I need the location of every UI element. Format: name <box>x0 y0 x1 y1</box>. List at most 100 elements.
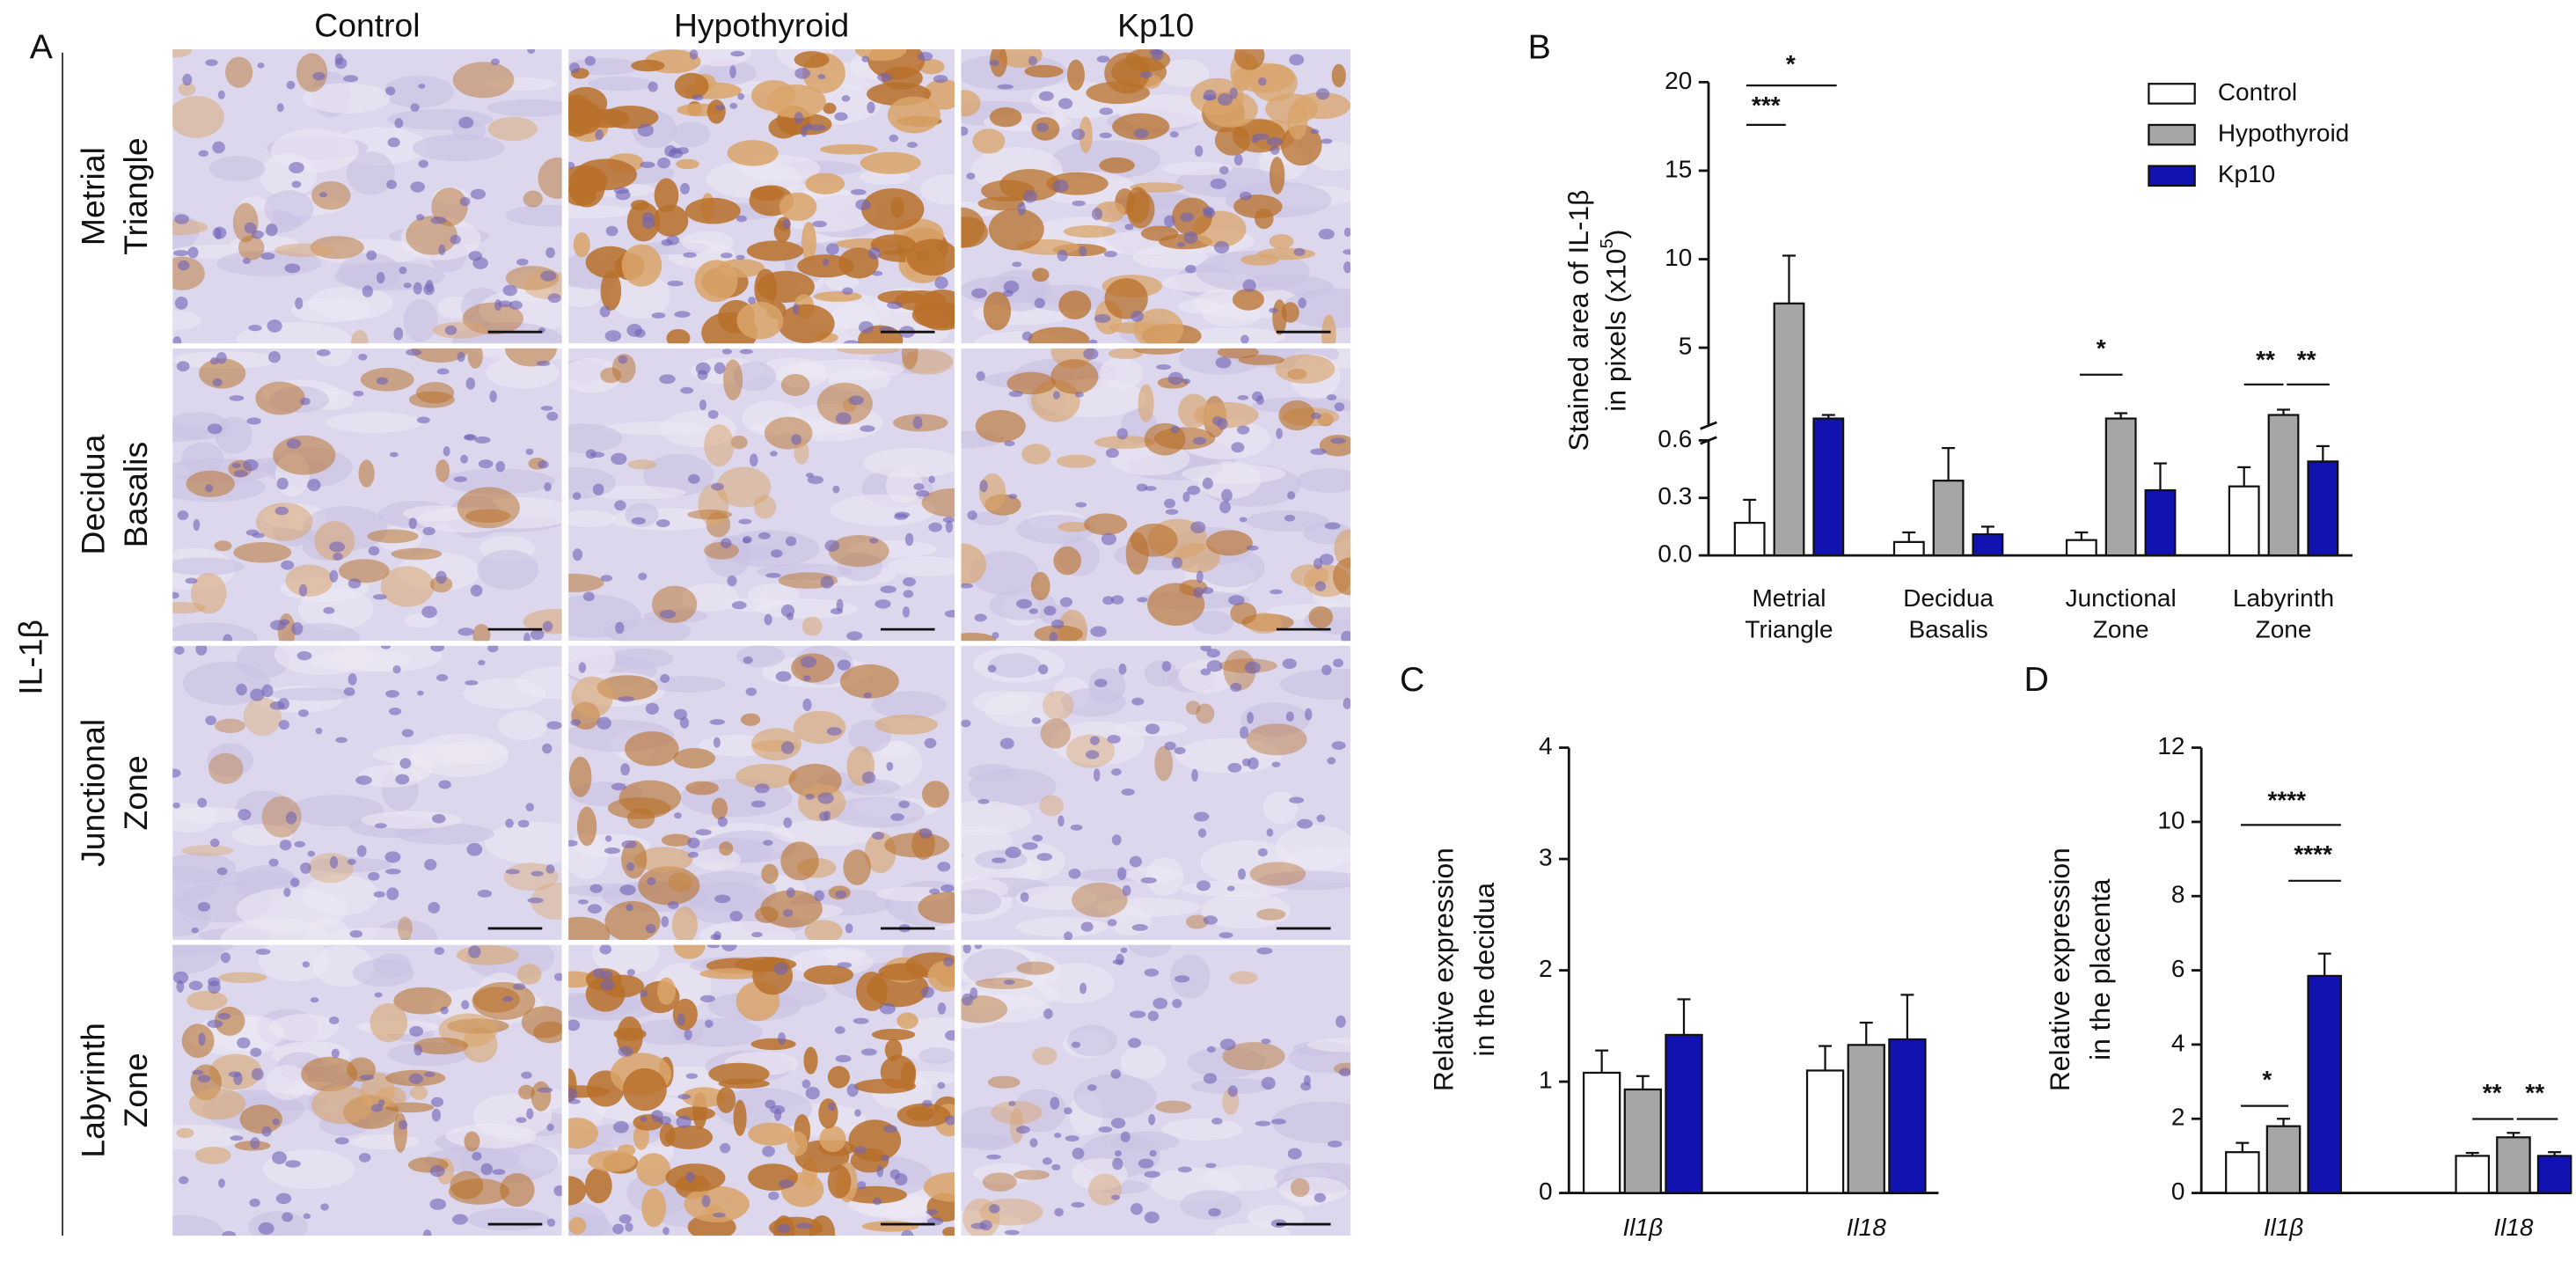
nucleus <box>1284 514 1296 522</box>
stain-patch <box>661 833 692 847</box>
x-tick-label: Basalis <box>1908 615 1987 642</box>
stain-patch <box>983 291 1012 331</box>
stain-patch <box>761 863 779 884</box>
nucleus <box>1200 645 1211 652</box>
nucleus <box>284 263 301 274</box>
stroma <box>485 821 562 865</box>
nucleus <box>970 987 978 1000</box>
nucleus <box>438 244 446 255</box>
nucleus <box>850 188 867 195</box>
stroma <box>608 648 674 669</box>
stain-patch <box>1232 289 1265 311</box>
nucleus <box>429 1165 445 1178</box>
stroma <box>236 887 348 932</box>
nucleus <box>435 570 447 584</box>
nucleus <box>207 423 223 435</box>
stain-patch <box>699 968 765 980</box>
nucleus <box>826 727 842 736</box>
nucleus <box>714 105 726 111</box>
nucleus <box>1257 847 1268 857</box>
nucleus <box>261 684 274 698</box>
nucleus <box>1149 49 1164 55</box>
nucleus <box>1072 1148 1085 1160</box>
nucleus <box>1147 1010 1159 1022</box>
stroma <box>303 83 391 114</box>
stain-patch <box>307 853 354 884</box>
nucleus <box>205 59 218 67</box>
stain-patch <box>753 495 777 519</box>
nucleus <box>987 664 997 673</box>
stain-patch <box>1066 59 1085 91</box>
nucleus <box>689 49 699 60</box>
nucleus <box>1203 89 1217 101</box>
stain-patch <box>870 234 916 255</box>
nucleus <box>388 707 402 715</box>
stain-patch <box>1281 302 1299 323</box>
nucleus <box>497 300 513 308</box>
nucleus <box>613 1120 629 1134</box>
nucleus <box>472 257 488 269</box>
stain-patch <box>467 348 483 369</box>
row-label: Zone <box>117 1053 154 1127</box>
bar-chart: 0 2 4 6 8 10 12 Relative expression in the place… <box>2044 732 2572 1241</box>
x-tick-label: Triangle <box>1745 615 1833 642</box>
nucleus <box>1034 297 1045 309</box>
nucleus <box>863 692 873 699</box>
stroma <box>961 889 1002 915</box>
stain-patch <box>860 151 921 174</box>
nucleus <box>530 629 545 641</box>
nucleus <box>410 181 425 193</box>
nucleus <box>1242 279 1256 292</box>
nucleus <box>546 1218 556 1227</box>
stroma <box>1161 1118 1243 1141</box>
nucleus <box>333 552 343 561</box>
nucleus <box>1071 1041 1081 1048</box>
stain-patch <box>1223 649 1256 691</box>
nucleus <box>802 675 811 682</box>
nucleus <box>1004 440 1015 447</box>
nucleus <box>961 126 969 136</box>
stroma <box>478 288 562 331</box>
nucleus <box>758 532 771 539</box>
nucleus <box>1110 1118 1126 1129</box>
nucleus <box>988 1204 1000 1214</box>
stain-patch <box>311 180 351 210</box>
nucleus <box>664 144 677 158</box>
column-header: Hypothyroid <box>674 7 849 44</box>
nucleus <box>787 613 794 620</box>
stain-patch <box>285 564 333 598</box>
stain-patch <box>172 49 192 58</box>
stain-patch <box>358 459 375 488</box>
nucleus <box>1148 1113 1156 1126</box>
nucleus <box>572 548 583 561</box>
stain-patch <box>465 509 511 524</box>
nucleus <box>1289 796 1305 803</box>
stroma <box>568 466 616 499</box>
nucleus <box>331 1048 340 1059</box>
nucleus <box>1252 133 1270 141</box>
nucleus <box>1017 202 1027 216</box>
nucleus <box>713 931 722 941</box>
nucleus <box>250 1137 260 1149</box>
y-tick-label: 1 <box>1539 1066 1553 1093</box>
y-tick-label: 0 <box>1539 1178 1553 1205</box>
nucleus <box>374 823 387 829</box>
bar <box>1812 417 1845 557</box>
nucleus <box>805 793 815 800</box>
nucleus <box>1050 1097 1060 1110</box>
stain-patch <box>1104 278 1148 319</box>
nucleus <box>668 900 679 909</box>
nucleus <box>745 687 757 696</box>
stain-patch <box>1063 225 1116 238</box>
nucleus <box>1191 768 1198 782</box>
nucleus <box>465 680 479 686</box>
stroma <box>1296 468 1350 494</box>
stain-patch <box>181 845 234 856</box>
stroma <box>230 235 299 252</box>
stroma <box>988 653 1042 679</box>
nucleus <box>553 1185 562 1197</box>
nucleus <box>747 297 757 304</box>
legend-label: Kp10 <box>2218 160 2275 187</box>
nucleus <box>661 915 670 928</box>
stroma <box>920 174 955 205</box>
